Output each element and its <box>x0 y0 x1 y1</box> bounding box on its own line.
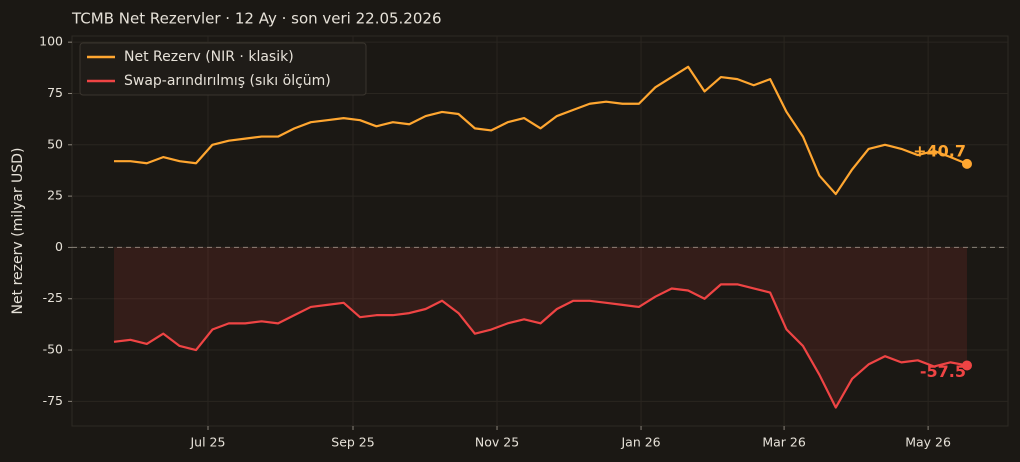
chart-title: TCMB Net Rezervler · 12 Ay · son veri 22… <box>71 10 442 28</box>
y-axis-label: Net rezerv (milyar USD) <box>10 148 26 315</box>
y-tick-label: -50 <box>43 342 63 357</box>
x-tick-label: Sep 25 <box>331 435 374 450</box>
y-tick-label: 100 <box>39 34 63 49</box>
y-tick-label: 25 <box>47 188 63 203</box>
end-label: -57.5 <box>920 362 966 381</box>
series-line <box>113 65 968 196</box>
y-tick-label: 0 <box>55 239 63 254</box>
legend: Net Rezerv (NIR · klasik) Swap-arındırılm… <box>79 42 367 96</box>
series-line <box>113 283 968 409</box>
end-point <box>961 158 972 169</box>
x-tick-label: Jan 26 <box>620 435 660 450</box>
legend-label: Net Rezerv (NIR · klasik) <box>124 49 294 65</box>
y-tick-label: 50 <box>47 136 63 151</box>
legend-label: Swap-arındırılmış (sıkı ölçüm) <box>124 73 331 89</box>
x-tick-label: Nov 25 <box>475 435 519 450</box>
x-tick-label: Mar 26 <box>762 435 806 450</box>
x-tick-label: Jul 25 <box>190 435 226 450</box>
x-tick-label: May 26 <box>905 435 951 450</box>
end-label: +40.7 <box>913 141 966 160</box>
end-point <box>961 360 972 371</box>
plot-area <box>71 35 1009 427</box>
y-tick-label: -75 <box>43 393 63 408</box>
y-tick-label: 75 <box>47 85 63 100</box>
y-tick-label: -25 <box>43 290 63 305</box>
legend-box <box>79 42 367 96</box>
